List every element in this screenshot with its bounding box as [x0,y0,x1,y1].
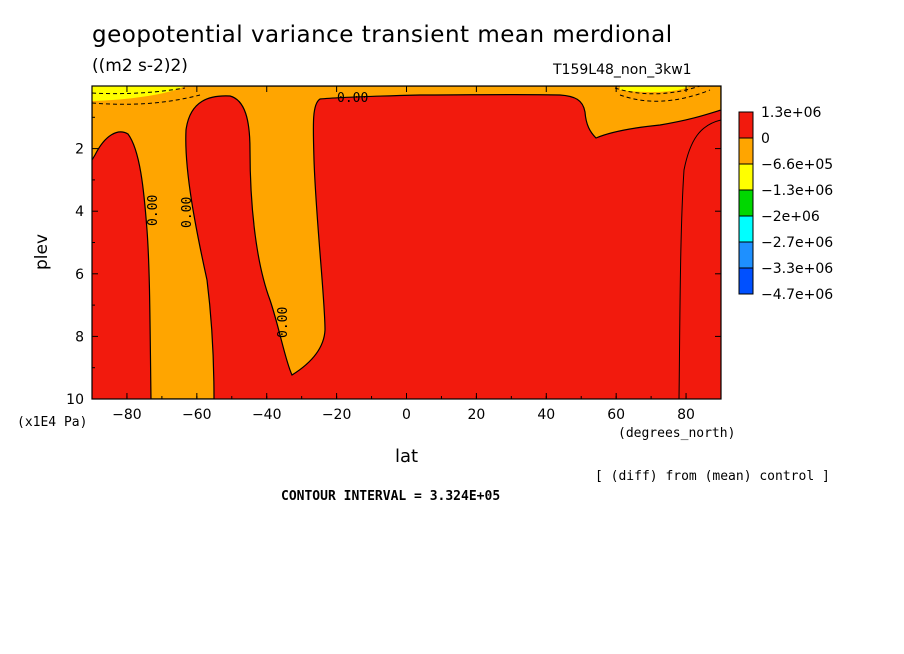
x-tick-label: 60 [607,407,625,423]
x-tick-label: −40 [252,407,282,423]
contour-label-3: 0.00 [180,197,195,228]
contour-label-4: 0.00 [276,307,291,338]
x-tick-label: 20 [467,407,485,423]
x-tick-label: 40 [537,407,555,423]
legend-swatch [738,163,754,191]
chart-title: geopotential variance transient mean mer… [92,22,673,48]
dashed-contour-right [614,86,711,102]
y-tick-label: 2 [75,142,84,158]
negative-region [92,86,721,399]
y-tick-label: 4 [75,204,84,220]
legend-swatch [738,189,754,217]
plot-area: 0.00 0.00 0.00 0.00 [92,86,721,399]
dashed-contour-left [92,87,201,105]
x-tick-label: 80 [677,407,695,423]
contour-interval-label: CONTOUR INTERVAL = 3.324E+05 [281,489,501,504]
y-tick-label: 10 [66,392,84,408]
legend-level-label: 1.3e+06 [761,105,822,121]
x-axis: −80 −60 −40 −20 0 20 40 60 80 [91,86,722,423]
y-tick-label: 8 [75,329,84,345]
legend-level-label: −3.3e+06 [761,261,833,277]
run-label: T159L48_non_3kw1 [553,62,692,78]
y-axis: 2 4 6 8 10 [66,116,721,408]
x-tick-label: −60 [182,407,212,423]
color-legend: 1.3e+06 0 −6.6e+05 −1.3e+06 −2e+06 −2.7e+06 −3… [738,105,833,303]
diff-note: [ (diff) from (mean) control ] [595,469,830,484]
legend-level-label: −6.6e+05 [761,157,833,173]
x-tick-label: −80 [112,407,142,423]
legend-swatch [738,215,754,243]
negative-strip-top-left [92,86,185,101]
y-tick-label: 6 [75,267,84,283]
right-contour [678,119,721,399]
x-axis-unit-label: (degrees_north) [618,426,736,441]
legend-level-label: −2.7e+06 [761,235,833,251]
legend-level-label: 0 [761,131,770,147]
y-axis-unit-label: (x1E4 Pa) [17,415,88,430]
legend-swatch [738,111,754,139]
x-tick-label: −20 [322,407,352,423]
negative-strip-top-right [620,86,690,93]
chart-units: ((m2 s-2)2) [92,56,188,76]
x-axis-label: lat [395,446,419,467]
contour-label-1: 0.00 [337,91,368,106]
legend-level-label: −4.7e+06 [761,287,833,303]
legend-level-label: −2e+06 [761,209,820,225]
legend-swatch [738,267,754,295]
legend-swatch [738,241,754,269]
x-tick-label: 0 [402,407,411,423]
contour-label-2: 0.00 [146,195,161,226]
legend-level-label: −1.3e+06 [761,183,833,199]
legend-swatch [738,137,754,165]
